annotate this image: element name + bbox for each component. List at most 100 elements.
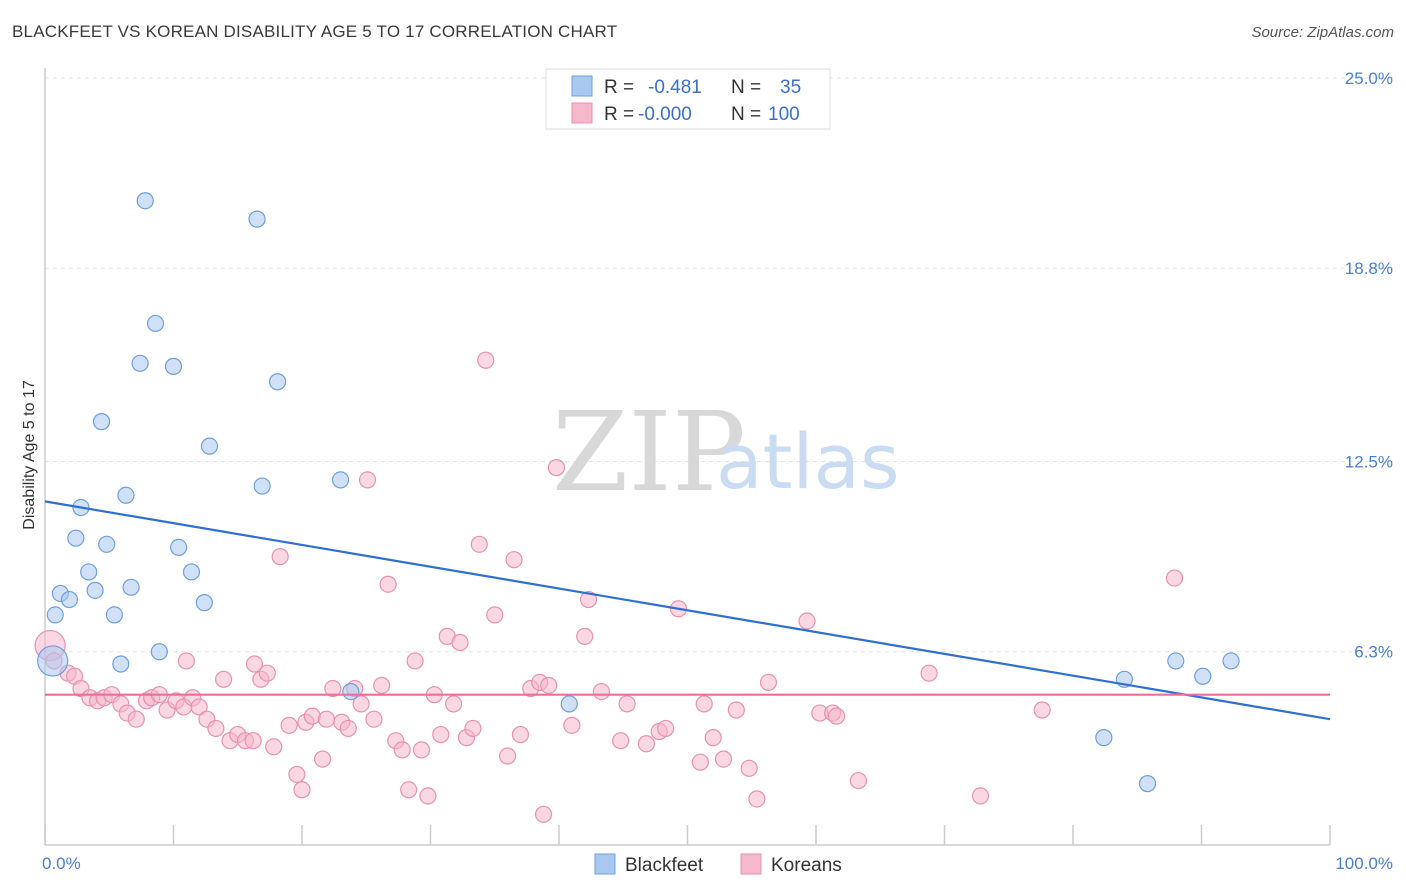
chart-source: Source: ZipAtlas.com [1251,24,1394,41]
bottom-legend: Blackfeet Koreans [594,853,842,876]
koreans-point [365,710,383,728]
bottom-legend-swatch-blackfeet [594,853,616,875]
koreans-point [547,459,566,477]
blackfeet-point [46,606,64,624]
koreans-point [618,695,636,713]
koreans-point [849,771,868,790]
axes [44,68,1331,846]
blackfeet-point [80,563,98,581]
koreans-point [400,781,418,799]
legend-n-value: 100 [768,104,800,125]
koreans-point [271,548,289,566]
blackfeet-point [122,578,140,596]
koreans-point [540,676,558,695]
blackfeet-point [98,535,116,553]
koreans-point [695,695,713,713]
y-tick-label: 18.8% [1345,259,1393,278]
koreans-point [592,682,611,701]
koreans-point [127,710,145,728]
koreans-point [798,612,816,630]
blackfeet-point [136,192,154,210]
koreans-point [288,765,306,784]
gridlines [45,77,1395,653]
blackfeet-point [131,354,149,372]
koreans-point [303,707,321,725]
blackfeet-point [342,682,360,701]
koreans-point [971,787,990,805]
blackfeet-point [164,357,183,375]
koreans-point [265,738,283,756]
chart-title: BLACKFEET VS KOREAN DISABILITY AGE 5 TO … [12,22,618,41]
legend-n-label: N = [731,77,761,98]
koreans-point [1165,569,1184,587]
blackfeet-point [170,538,188,557]
koreans-point [393,741,411,759]
koreans-point [470,535,488,553]
koreans-point [445,695,463,713]
x-tick-label: 100.0% [1335,854,1393,873]
blackfeet-point [182,563,201,581]
koreans-point [499,747,517,765]
legend-swatch-koreans [571,102,593,124]
scatter-points [34,192,1240,823]
koreans-point [612,732,630,750]
koreans-point [727,701,745,719]
koreans-point [505,551,523,569]
koreans-point [245,655,264,673]
koreans-point [579,590,598,609]
koreans-point [244,732,262,750]
koreans-point [412,741,431,759]
koreans-point [280,716,298,734]
blackfeet-point [1194,667,1212,685]
legend-n-label: N = [731,104,761,125]
blackfeet-point [1095,729,1113,747]
bottom-legend-swatch-koreans [740,853,762,875]
blackfeet-point [37,645,69,677]
blackfeet-point [248,210,266,228]
blackfeet-point [331,471,350,489]
koreans-point [373,676,391,695]
blackfeet-point [1138,775,1157,793]
blackfeet-point [200,437,219,455]
blackfeet-point [60,590,79,609]
koreans-point [177,652,195,670]
koreans-point [317,710,336,728]
legend-r-value: -0.000 [638,104,692,125]
koreans-point [534,805,553,823]
koreans-point [920,664,938,682]
koreans-point [451,633,469,652]
blackfeet-point [1222,652,1240,670]
koreans-point [339,719,357,738]
koreans-point [657,719,675,738]
blackfeet-point [86,581,104,599]
blackfeet-point [92,413,111,431]
koreans-point [464,719,482,738]
blackfeet-point [253,477,271,495]
koreans-point [293,781,311,799]
watermark-zip: ZIP [552,388,746,516]
bottom-legend-label-blackfeet: Blackfeet [625,855,704,876]
legend-n-value: 35 [780,77,801,98]
watermark: ZIP atlas [552,388,900,516]
koreans-point [1033,701,1051,719]
koreans-point [759,673,778,691]
legend-r-value: -0.481 [648,77,702,98]
koreans-point [358,471,377,489]
koreans-point [258,664,276,682]
koreans-point [637,735,655,753]
blackfeet-point [67,529,85,547]
koreans-point [324,679,342,698]
koreans-point [748,790,766,808]
koreans-point [704,729,722,747]
koreans-point [207,719,225,738]
koreans-point [215,670,233,688]
koreans-point [477,351,495,369]
koreans-point [714,750,733,768]
y-tick-label: 6.3% [1354,643,1393,662]
y-axis-label: Disability Age 5 to 17 [21,380,38,530]
koreans-point [432,725,450,744]
koreans-point [419,787,437,805]
y-tick-labels: 6.3% 12.5% 18.8% 25.0% [1345,69,1393,662]
blackfeet-point [117,486,135,504]
